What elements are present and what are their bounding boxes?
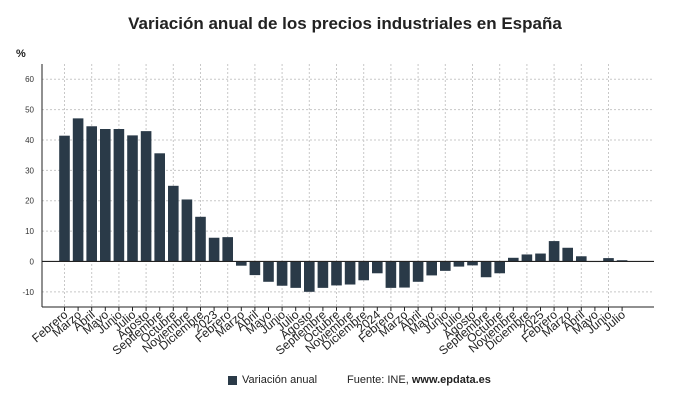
y-axis-unit: %	[16, 48, 26, 60]
y-tick-label: 20	[25, 197, 34, 206]
bar	[508, 257, 519, 262]
bar	[100, 129, 111, 262]
bar	[59, 135, 70, 262]
bar	[263, 261, 274, 282]
bar	[426, 261, 437, 276]
bar	[236, 261, 247, 266]
y-tick-label: 40	[25, 136, 34, 145]
legend-swatch	[228, 375, 237, 385]
bar	[535, 253, 546, 262]
legend-label: Variación anual	[242, 374, 318, 386]
y-tick-labels: -10 0 10 20 30 40 50 60	[22, 75, 34, 297]
y-tick-label: -10	[22, 288, 34, 297]
bar	[127, 135, 138, 262]
bar	[290, 261, 301, 288]
bar	[548, 241, 560, 262]
y-tick-label: 10	[25, 227, 34, 236]
bar	[480, 261, 492, 278]
bar	[154, 153, 165, 262]
bar	[467, 261, 478, 266]
y-tick-label: 50	[25, 106, 34, 115]
chart-title: Variación anual de los precios industria…	[128, 14, 562, 33]
chart-axes	[41, 64, 654, 311]
bar	[72, 118, 84, 262]
bar	[249, 261, 261, 276]
bar	[276, 261, 288, 286]
bar	[521, 254, 533, 262]
bar	[317, 261, 329, 288]
bar	[344, 261, 356, 285]
bar	[372, 261, 383, 274]
bar	[222, 237, 233, 262]
bar	[453, 261, 465, 267]
bar	[399, 261, 410, 288]
bar	[331, 261, 342, 286]
bar	[576, 256, 587, 262]
bar	[208, 237, 220, 262]
bar	[86, 126, 97, 262]
bar	[113, 129, 125, 262]
bar	[562, 247, 573, 262]
source-site: www.epdata.es	[411, 374, 491, 386]
bar	[195, 216, 206, 262]
bar	[412, 261, 424, 282]
bar	[358, 261, 369, 281]
chart-legend: Variación anual Fuente: INE, www.epdata.…	[228, 374, 491, 386]
bar	[440, 261, 451, 271]
bar	[168, 185, 179, 262]
y-tick-label: 30	[25, 166, 34, 175]
source-prefix: Fuente: INE,	[347, 374, 412, 386]
y-tick-label: 0	[30, 257, 35, 266]
chart-bars	[59, 118, 628, 292]
bar	[494, 261, 505, 274]
bar	[385, 261, 397, 288]
bar	[616, 260, 628, 262]
bar	[140, 131, 152, 262]
source-note: Fuente: INE, www.epdata.es	[347, 374, 491, 386]
y-tick-label: 60	[25, 75, 34, 84]
bar	[304, 261, 315, 292]
bar	[181, 199, 193, 262]
bar	[603, 258, 614, 262]
x-tick-labels: FebreroMarzoAbrilMayoJunioJulioAgostoSep…	[29, 307, 628, 357]
